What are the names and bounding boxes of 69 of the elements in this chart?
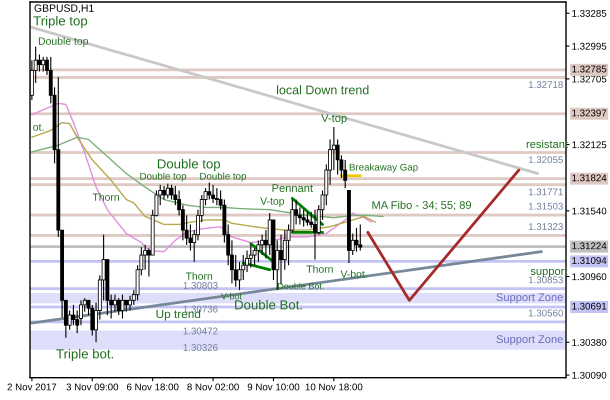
annotation: V-top: [321, 114, 347, 124]
ref-line-label: 1.30803: [184, 282, 218, 289]
candlestick: [211, 184, 215, 204]
x-tick-label: 8 Nov 02:00: [187, 384, 239, 390]
y-tick-label: 1.33285: [572, 10, 606, 17]
candlestick: [343, 159, 348, 189]
candlestick: [207, 182, 212, 200]
candlestick: [302, 209, 306, 228]
ref-line-label: 1.31503: [528, 202, 563, 210]
x-tick-label: 2 Nov 2017: [8, 384, 56, 390]
candlestick: [313, 209, 317, 260]
annotation: Pennant: [272, 184, 313, 192]
y-tick-label: 1.32705: [572, 76, 606, 83]
ref-line-label: 1.32055: [528, 156, 563, 164]
y-tick-label: 1.30380: [572, 338, 606, 346]
ref-line-label: 1.30853: [528, 276, 563, 284]
band-label: Support Zone: [496, 293, 563, 304]
ref-line-label: 1.31824: [572, 174, 606, 182]
candlestick: [116, 298, 121, 316]
candlestick: [248, 244, 253, 268]
candlestick: [354, 227, 358, 252]
ref-line-label: 1.32397: [572, 110, 606, 116]
y-tick-label: 1.32125: [572, 141, 606, 148]
annotation: V-top: [260, 198, 284, 207]
annotation: V-bot: [220, 292, 242, 300]
ref-line-label: 1.32718: [528, 81, 563, 88]
band-label: Support Zone: [496, 335, 563, 346]
x-tick-label: 6 Nov 18:00: [126, 384, 179, 390]
annotation: Thorn: [186, 272, 212, 280]
x-tick-label: 3 Nov 09:00: [66, 384, 118, 390]
annotation: Triple top: [33, 16, 88, 28]
x-tick-label: 10 Nov 18:00: [306, 384, 362, 390]
ref-line-label: 1.30472: [184, 328, 218, 334]
ref-line-label: 1.32785: [572, 66, 606, 72]
chart-title: GBPUSD,H1: [34, 4, 94, 14]
annotation: Double top: [140, 172, 186, 182]
y-tick-label: 1.30960: [572, 273, 606, 280]
ref-line-label: 1.31224: [572, 242, 606, 250]
ref-line-label: 1.31323: [528, 223, 563, 230]
candlestick: [214, 188, 219, 206]
annotation: Double top: [200, 172, 246, 182]
candlestick: [124, 300, 128, 312]
annotation: Double Bot.: [235, 300, 302, 310]
annotation: Triple bot.: [56, 348, 114, 362]
ref-line-label: 1.30326: [184, 344, 218, 351]
annotation: ot.: [33, 124, 44, 131]
candlestick: [38, 54, 42, 72]
annotation: Double top: [158, 158, 220, 172]
candlestick: [306, 211, 310, 226]
annotation: Double top: [38, 37, 88, 47]
candlestick: [113, 294, 117, 312]
candlestick: [120, 294, 124, 320]
annotation: V-bot.: [340, 270, 367, 278]
annotation: Thorn: [306, 265, 333, 273]
candlestick: [166, 183, 170, 199]
ref-line-label: 1.30691: [572, 302, 606, 310]
annotation: Breakaway Gap: [350, 163, 418, 173]
candlestick: [358, 224, 362, 252]
ref-line-label: 1.31771: [528, 188, 563, 196]
x-tick-label: 9 Nov 10:00: [248, 384, 300, 390]
y-tick-label: 1.30090: [572, 372, 606, 379]
candlestick: [162, 185, 166, 200]
annotation: Thorn: [92, 193, 119, 201]
y-tick-label: 1.32995: [572, 42, 606, 50]
ref-line-label: 1.30560: [528, 310, 563, 316]
ref-line-label: 1.31094: [572, 257, 606, 264]
annotation: local Down trend: [277, 85, 368, 94]
annotation: MA Fibo - 34; 55; 89: [372, 200, 472, 210]
y-tick-label: 1.31540: [572, 208, 606, 214]
